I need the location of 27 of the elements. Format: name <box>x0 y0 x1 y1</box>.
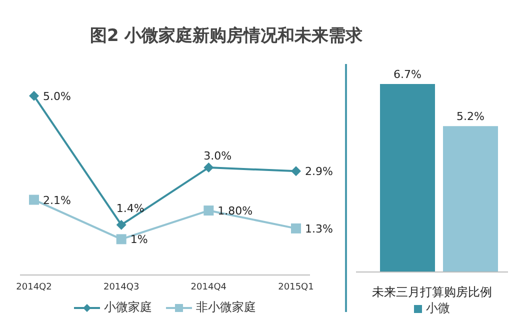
data-label: 1% <box>130 233 148 246</box>
data-label: 2.9% <box>305 165 333 178</box>
data-label: 1.3% <box>305 222 333 236</box>
data-label: 5.0% <box>43 90 71 103</box>
point <box>204 162 214 173</box>
data-label: 6.7% <box>394 68 422 82</box>
chart-title: 图2 小微家庭新购房情况和未来需求 <box>90 25 363 47</box>
legend-label: 小微家庭 <box>104 299 152 316</box>
x-axis-title: 未来三月打算购房比例 <box>372 285 492 299</box>
point <box>116 234 126 244</box>
point <box>291 223 301 234</box>
data-label: 1.80% <box>218 204 253 218</box>
point <box>116 220 126 230</box>
legend-label: 非小微家庭 <box>196 299 256 316</box>
point <box>29 194 39 205</box>
data-label: 5.2% <box>456 110 484 124</box>
point <box>204 206 214 216</box>
legend-label: 小微 <box>426 300 450 317</box>
data-label: 1.4% <box>116 202 144 215</box>
point <box>29 90 39 101</box>
point <box>291 166 301 176</box>
data-label: 2.1% <box>43 194 71 207</box>
data-label: 3.0% <box>204 150 232 163</box>
x-tick-label: 2015Q1 <box>278 282 314 292</box>
x-tick-label: 2014Q2 <box>16 282 52 292</box>
x-tick-label: 2014Q3 <box>103 282 140 292</box>
x-tick-label: 2014Q4 <box>190 282 227 292</box>
